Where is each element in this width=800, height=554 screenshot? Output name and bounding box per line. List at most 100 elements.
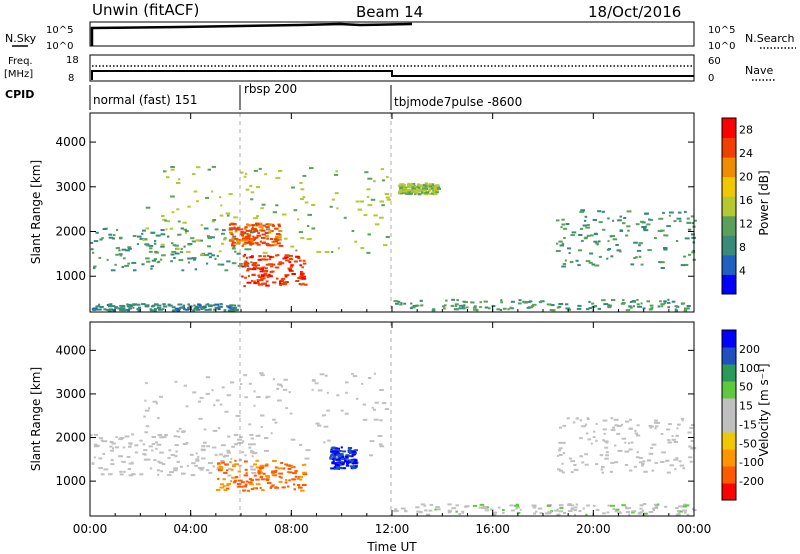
echo-cell [399, 183, 405, 186]
echo-cell [255, 452, 258, 455]
echo-cell [145, 409, 150, 412]
echo-cell [636, 303, 640, 306]
echo-cell [109, 445, 113, 448]
echo-cell [150, 265, 154, 268]
echo-cell [334, 192, 339, 195]
echo-cell [344, 412, 349, 415]
echo-cell [219, 403, 223, 406]
echo-cell [643, 512, 648, 515]
freq-panel: Freq. [MHz] 18 8 60 0 Nave [4, 54, 776, 84]
echo-cell [255, 483, 261, 486]
echo-cell [226, 214, 230, 217]
echo-cell [174, 380, 178, 383]
echo-cell [628, 427, 633, 430]
echo-cell [244, 228, 247, 230]
echo-cell [671, 434, 674, 437]
echo-cell [214, 303, 220, 306]
echo-cell [200, 308, 204, 310]
echo-cell [247, 275, 250, 278]
echo-cell [262, 270, 268, 273]
echo-cell [243, 263, 248, 266]
echo-cell [244, 236, 247, 239]
echo-cell [418, 190, 423, 192]
echo-cell [281, 486, 286, 489]
colorbar-tick-label: 200 [739, 343, 760, 356]
echo-cell [205, 376, 211, 379]
echo-cell [555, 219, 560, 222]
echo-cell [636, 298, 639, 301]
echo-cell [345, 454, 350, 457]
echo-cell [256, 279, 261, 282]
echo-cell [98, 467, 103, 469]
echo-cell [241, 265, 247, 268]
echo-cell [121, 307, 126, 310]
echo-cell [430, 187, 434, 190]
echo-cell [635, 256, 638, 259]
echo-cell [410, 192, 413, 195]
echo-cell [153, 242, 157, 245]
echo-cell [224, 454, 228, 457]
echo-cell [394, 508, 398, 511]
echo-cell [217, 308, 221, 311]
echo-cell [302, 196, 306, 199]
echo-cell [294, 475, 298, 478]
echo-cell [268, 263, 273, 266]
echo-cell [311, 388, 314, 391]
echo-cell [150, 267, 153, 270]
echo-cell [687, 228, 692, 231]
echo-cell [108, 236, 114, 239]
echo-cell [155, 402, 159, 405]
echo-cell [648, 218, 651, 221]
echo-cell [507, 308, 510, 311]
echo-cell [563, 227, 568, 230]
echo-cell [629, 301, 632, 303]
echo-cell [227, 306, 231, 309]
echo-cell [556, 242, 559, 245]
echo-cell [246, 269, 250, 272]
echo-cell [255, 478, 260, 481]
echo-cell [655, 505, 659, 508]
nsky-label: N.Sky [5, 32, 37, 45]
echo-cell [231, 463, 236, 466]
echo-cell [625, 420, 630, 423]
echo-region-0 [90, 433, 257, 477]
echo-cell [265, 235, 269, 238]
echo-cell [397, 184, 403, 187]
echo-cell [347, 451, 352, 453]
echo-cell [116, 228, 119, 231]
echo-cell [228, 228, 233, 231]
echo-cell [335, 170, 339, 173]
echo-cell [509, 504, 514, 507]
echo-cell [179, 465, 183, 468]
echo-cell [239, 239, 245, 242]
echo-cell [250, 261, 253, 264]
echo-cell [345, 457, 349, 459]
echo-cell [689, 460, 693, 463]
echo-cell [643, 227, 647, 230]
echo-cell [202, 445, 206, 448]
echo-cell [258, 226, 264, 229]
nsky-panel: N.Sky 10^5 10^0 10^5 10^0 N.Search [5, 21, 796, 52]
echo-cell [262, 224, 266, 227]
echo-cell [690, 424, 695, 426]
echo-cell [107, 309, 112, 312]
echo-cell [607, 304, 611, 307]
freq-trace [91, 70, 694, 80]
echo-cell [654, 507, 659, 509]
echo-cell [546, 303, 552, 306]
echo-cell [299, 283, 303, 286]
echo-cell [692, 509, 697, 512]
echo-cell [435, 193, 438, 196]
y-tick-label: 4000 [55, 343, 86, 357]
echo-cell [671, 300, 676, 303]
echo-cell [134, 451, 138, 454]
echo-cell [678, 220, 682, 223]
echo-cell [166, 235, 170, 238]
echo-cell [454, 303, 459, 306]
echo-cell [654, 461, 659, 464]
echo-cell [191, 462, 196, 465]
y-tick-label: 3000 [55, 180, 86, 194]
echo-cell [483, 507, 488, 509]
echo-cell [584, 463, 589, 466]
echo-cell [346, 462, 350, 465]
